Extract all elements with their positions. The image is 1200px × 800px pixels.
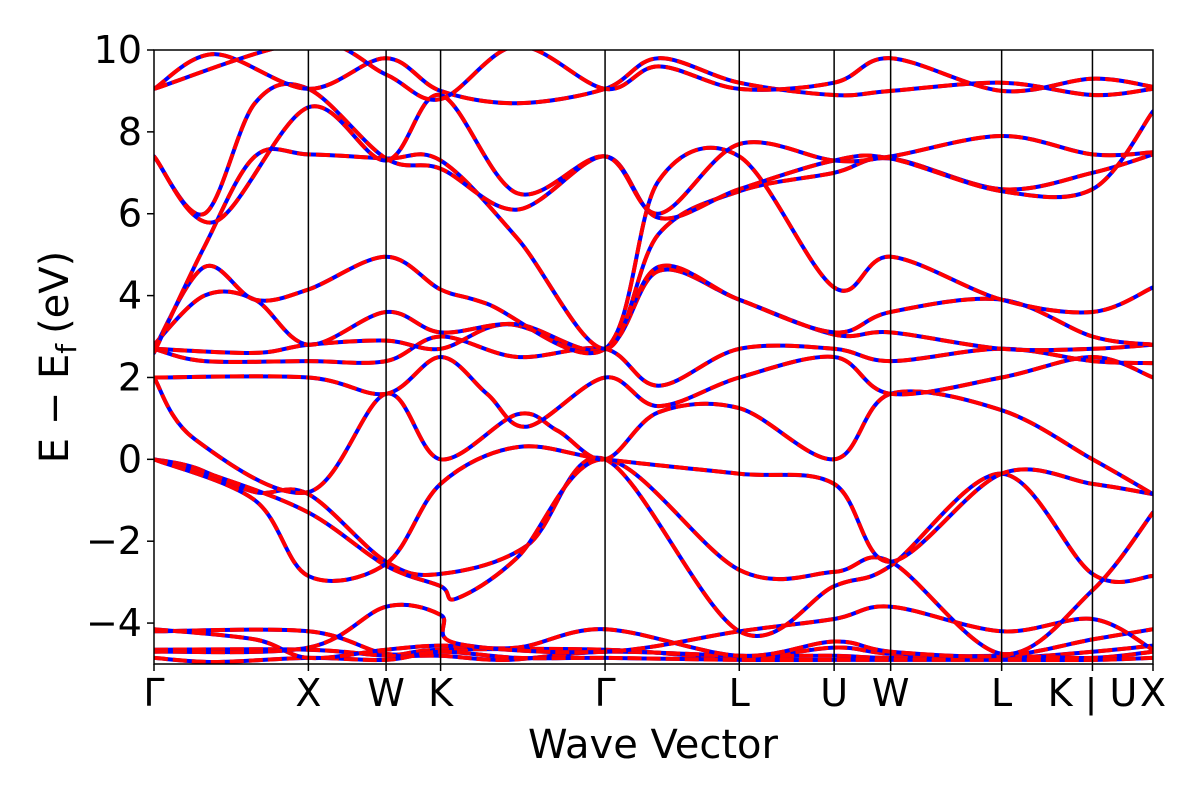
- band-5-red: [154, 602, 1153, 655]
- band-6-red: [154, 455, 1153, 639]
- y-tick-label: 8: [118, 110, 142, 154]
- x-tick-label: L: [729, 671, 750, 715]
- y-tick-label: 6: [118, 192, 142, 236]
- x-axis-label: Wave Vector: [528, 722, 779, 768]
- y-tick-label: −4: [86, 601, 142, 645]
- x-tick-label: X: [295, 671, 321, 715]
- x-tick-label: X: [1140, 671, 1166, 715]
- band-14-blue: [154, 145, 1153, 356]
- kpoint-lines: [307, 50, 1094, 664]
- x-tick-label: L: [991, 671, 1012, 715]
- x-tick-label: Γ: [594, 671, 615, 715]
- band-14-red: [154, 145, 1153, 356]
- band-11-red: [154, 334, 1153, 388]
- y-axis-label-main: E − E: [32, 354, 78, 464]
- y-tick-label: 4: [118, 274, 142, 318]
- y-axis-label-subscript: f: [50, 343, 83, 354]
- x-tick-label: K | U: [1048, 671, 1138, 716]
- x-tick-label: K: [428, 671, 454, 715]
- x-tick-label: W: [367, 671, 405, 715]
- band-12-blue: [154, 267, 1153, 355]
- x-tick-label: Γ: [143, 671, 164, 715]
- band-12-red: [154, 267, 1153, 355]
- band-9-blue: [154, 375, 1153, 497]
- x-tick-label: W: [872, 671, 910, 715]
- band-6-blue: [154, 455, 1153, 639]
- band-9-red: [154, 376, 1153, 496]
- band-19-red: [154, 50, 1153, 102]
- band-15-blue: [154, 146, 1153, 355]
- band-7-blue: [154, 457, 1153, 656]
- band-1-red: [154, 627, 1153, 660]
- y-ticks: −4 −2 0 2 4 6 8 10: [86, 28, 154, 645]
- x-tick-label: U: [820, 671, 848, 715]
- band-17-blue: [154, 92, 1153, 225]
- y-tick-label: 10: [94, 28, 142, 72]
- y-axis-label: E − Ef (eV): [32, 251, 83, 464]
- y-tick-label: −2: [86, 519, 142, 563]
- y-axis-label-unit: (eV): [32, 251, 78, 334]
- band-13-red: [154, 263, 1153, 353]
- y-tick-label: 2: [118, 355, 142, 399]
- band-16-red: [154, 81, 1153, 221]
- band-18-red: [154, 52, 1153, 106]
- plot-frame: [153, 49, 1154, 665]
- band-15-red: [154, 146, 1153, 354]
- y-tick-label: 0: [118, 437, 142, 481]
- bands-layer: [154, 50, 1153, 664]
- band-16-blue: [154, 81, 1153, 221]
- band-10-red: [154, 354, 1153, 429]
- band-18-blue: [154, 52, 1153, 106]
- band-13-blue: [154, 263, 1153, 353]
- band-17-red: [154, 92, 1153, 225]
